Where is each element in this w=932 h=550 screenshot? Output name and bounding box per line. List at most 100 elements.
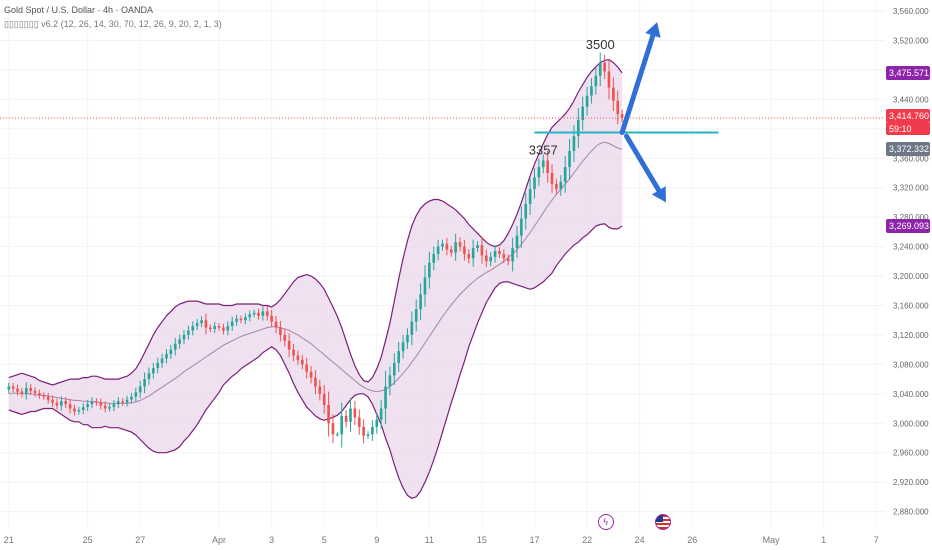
flag-canton xyxy=(655,515,663,522)
price-annotation-3500: 3500 xyxy=(586,37,615,52)
y-tick-label: 3,040.000 xyxy=(893,390,929,399)
candle-body xyxy=(81,407,85,411)
candle-body xyxy=(73,408,76,412)
candle-body xyxy=(419,294,422,310)
candle-body xyxy=(230,321,234,327)
y-tick-label: 3,360.000 xyxy=(893,154,929,163)
candle-body xyxy=(51,399,54,403)
symbol-title[interactable]: Gold Spot / U.S. Dollar · 4h · OANDA xyxy=(4,5,154,15)
candle-body xyxy=(489,256,493,262)
candle-body xyxy=(520,218,523,236)
candle-body xyxy=(344,415,348,422)
candle-body xyxy=(612,87,615,101)
candle-body xyxy=(134,392,138,397)
x-tick-label: 24 xyxy=(635,535,645,545)
candle-body xyxy=(213,326,216,330)
candle-body xyxy=(493,251,497,257)
candle-body xyxy=(375,419,379,427)
candle-body xyxy=(410,321,414,335)
candle-body xyxy=(379,408,383,420)
x-tick-label: 11 xyxy=(425,535,434,545)
candle-body xyxy=(270,315,273,322)
bar-countdown-tag: 59:10 xyxy=(886,122,930,135)
candle-body xyxy=(252,312,256,315)
candle-body xyxy=(449,249,453,253)
price-annotation-3357: 3357 xyxy=(529,142,558,157)
bullish-arrow-shaft xyxy=(619,32,656,135)
candle-body xyxy=(331,423,335,435)
candle-body xyxy=(38,393,41,396)
y-tick-label: 2,960.000 xyxy=(893,449,929,458)
candle-body xyxy=(577,119,580,137)
indicator-legend[interactable]: ▯▯▯▯▯▯▯ v6.2 (12, 26, 14, 30, 70, 12, 26… xyxy=(4,19,222,29)
candle-body xyxy=(533,177,536,190)
candle-body xyxy=(64,401,68,405)
candle-body xyxy=(572,136,576,151)
x-tick-label: 17 xyxy=(529,535,539,545)
y-tick-label: 3,440.000 xyxy=(893,95,929,104)
x-tick-label: 5 xyxy=(322,535,327,545)
candle-body xyxy=(112,404,116,408)
candle-body xyxy=(568,150,571,168)
candle-body xyxy=(103,405,107,409)
candle-body xyxy=(428,262,431,278)
candle-body xyxy=(152,368,155,374)
x-tick-label: 26 xyxy=(687,535,697,545)
candle-body xyxy=(555,184,558,190)
candle-body xyxy=(436,246,440,254)
x-tick-label: 9 xyxy=(374,535,379,545)
candle-body xyxy=(397,351,401,363)
lightning-icon[interactable]: ϟ xyxy=(597,514,614,530)
x-tick-label: May xyxy=(763,535,781,545)
candle-body xyxy=(296,355,300,360)
candle-body xyxy=(108,407,111,409)
candle-body xyxy=(471,248,475,259)
x-tick-label: 21 xyxy=(4,535,14,545)
candle-body xyxy=(480,245,484,256)
lower-band-price-tag: 3,269.093 xyxy=(886,218,930,233)
projection-arrows xyxy=(619,22,666,203)
y-tick-label: 3,520.000 xyxy=(893,36,929,45)
candle-body xyxy=(484,255,488,262)
candle-body xyxy=(169,349,173,355)
candle-body xyxy=(86,404,89,408)
bollinger-fill xyxy=(8,59,623,499)
candle-body xyxy=(445,243,449,250)
candle-body xyxy=(46,396,50,400)
candlestick-series xyxy=(7,52,624,448)
candle-body xyxy=(336,434,339,436)
candle-body xyxy=(506,258,510,262)
candle-body xyxy=(371,426,374,435)
candle-body xyxy=(467,253,471,259)
candle-body xyxy=(401,342,405,352)
candle-body xyxy=(392,362,396,376)
x-tick-label: Apr xyxy=(212,535,226,545)
candle-body xyxy=(537,167,541,178)
candle-body xyxy=(195,323,199,327)
candle-body xyxy=(585,95,589,107)
candle-body xyxy=(287,340,291,350)
y-tick-label: 3,200.000 xyxy=(893,272,929,281)
us-flag-icon[interactable] xyxy=(654,514,671,530)
bearish-arrow-shaft xyxy=(624,133,662,193)
x-tick-label: 1 xyxy=(821,535,826,545)
candle-body xyxy=(226,326,230,331)
y-tick-label: 3,240.000 xyxy=(893,243,929,252)
x-tick-label: 3 xyxy=(269,535,274,545)
candle-body xyxy=(349,408,352,422)
bollinger-bands xyxy=(8,58,623,499)
candle-body xyxy=(616,100,620,115)
candle-body xyxy=(283,334,287,341)
candle-body xyxy=(322,393,326,405)
candle-body xyxy=(55,402,59,406)
candle-body xyxy=(90,401,94,405)
candle-body xyxy=(156,362,160,369)
bollinger-basis-line xyxy=(8,141,623,404)
bullish-arrow-head xyxy=(645,22,661,38)
candle-body xyxy=(327,404,330,424)
candle-body xyxy=(620,114,624,118)
basis-price-tag: 3,372.332 xyxy=(886,142,930,157)
x-tick-label: 22 xyxy=(582,535,592,545)
candle-body xyxy=(603,62,606,72)
